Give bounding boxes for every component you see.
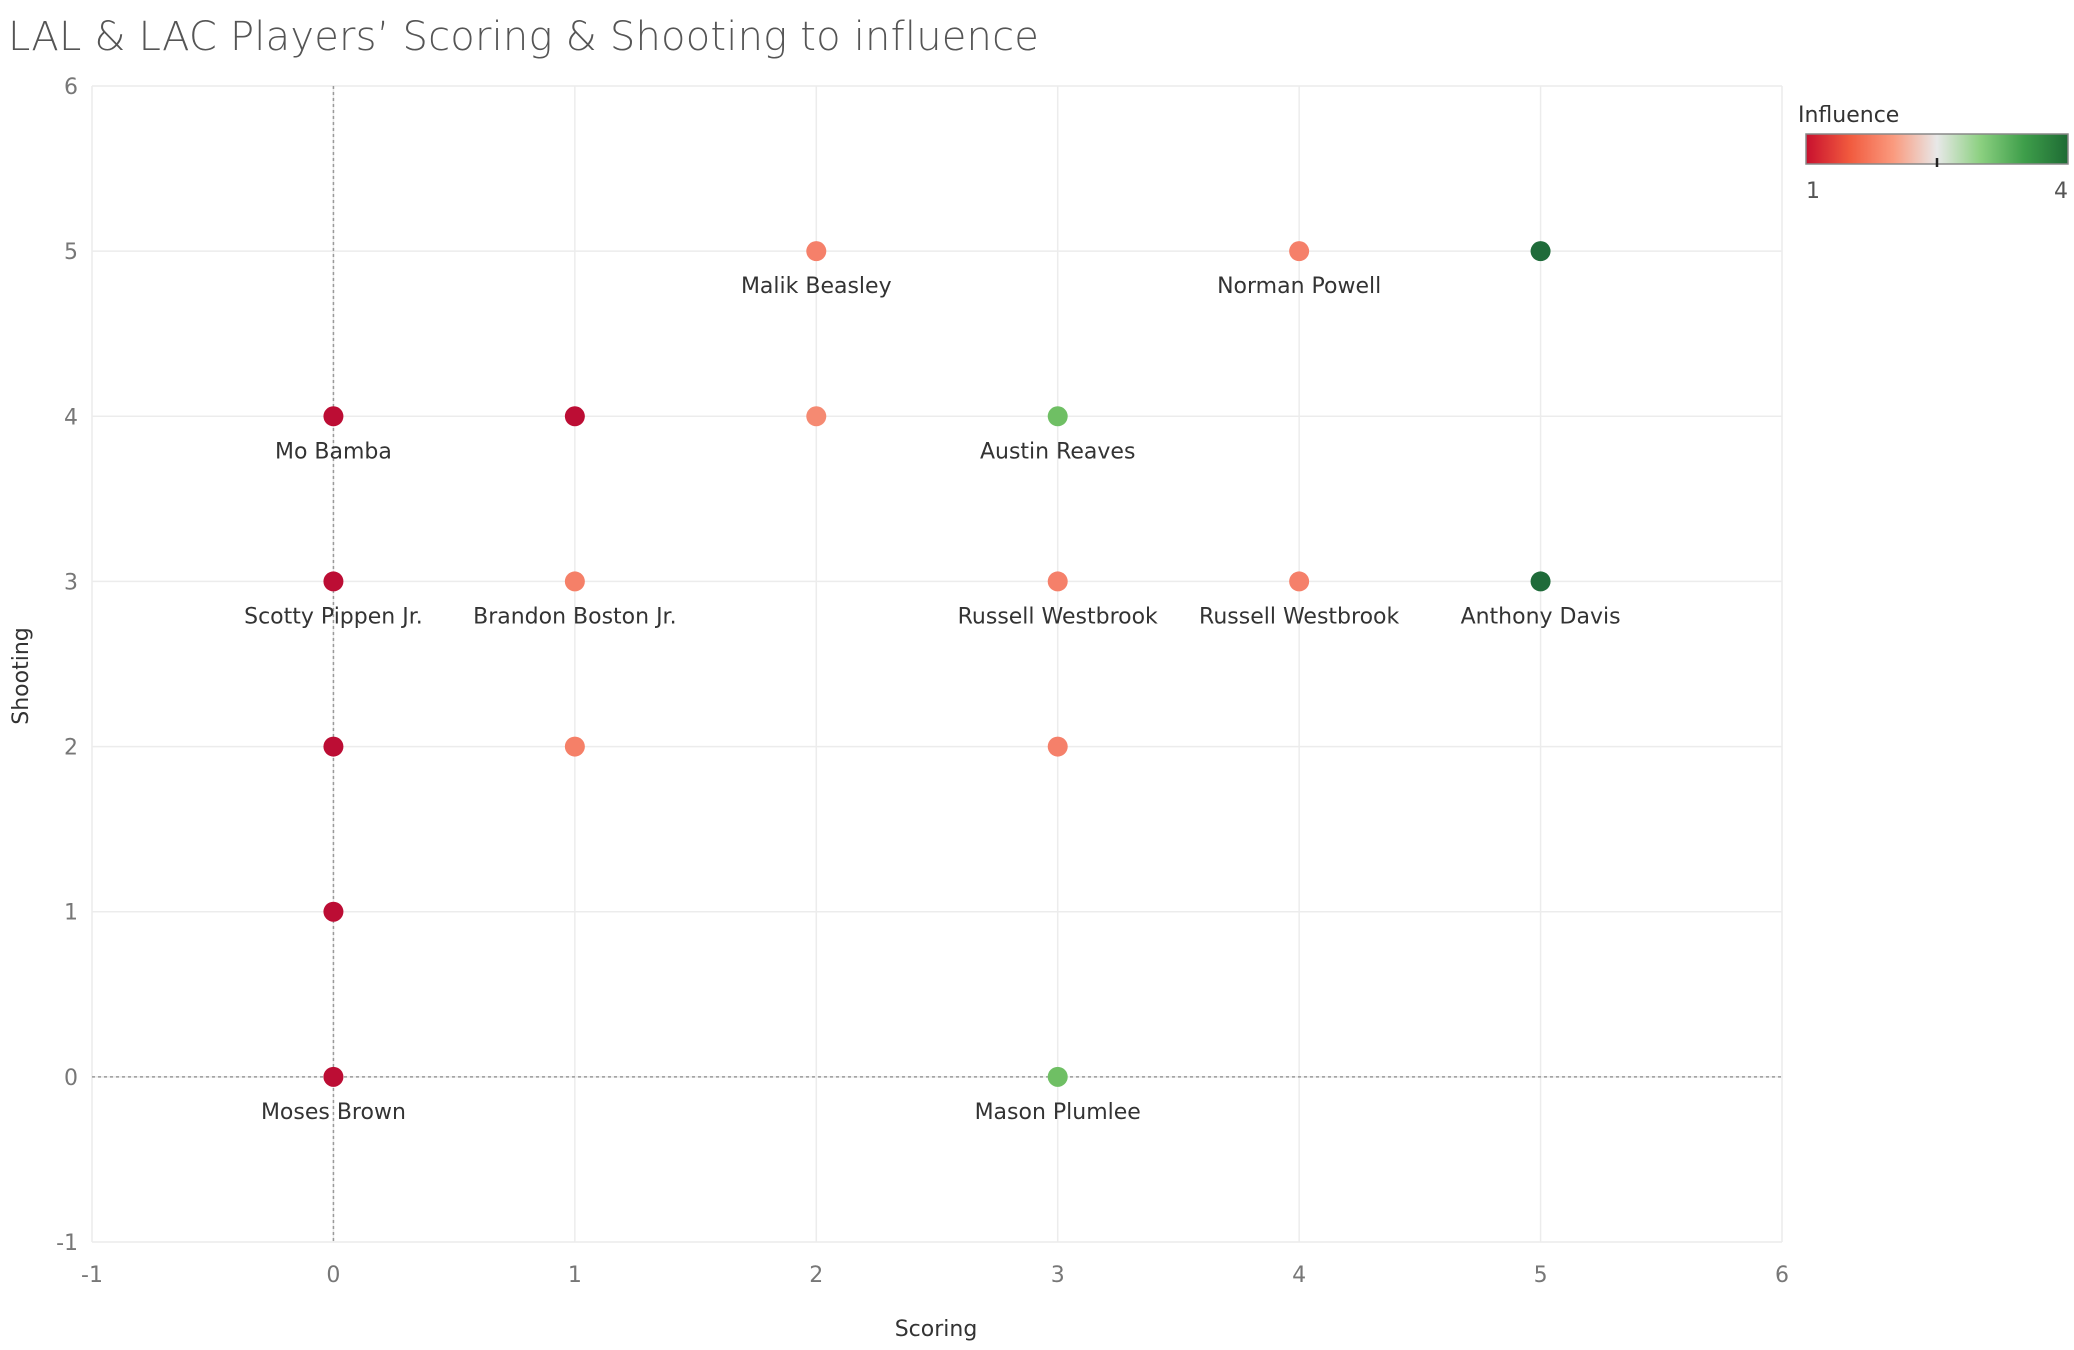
point-label: Moses Brown — [261, 1100, 406, 1125]
scatter-point — [564, 571, 585, 592]
y-tick-label: -1 — [56, 1231, 78, 1256]
x-tick-label: 6 — [1775, 1263, 1789, 1288]
scatter-point — [1047, 406, 1068, 427]
point-label: Russell Westbrook — [958, 604, 1158, 629]
scatter-point — [1047, 1066, 1068, 1087]
y-axis-title: Shooting — [9, 627, 34, 724]
x-tick-label: 1 — [568, 1263, 582, 1288]
legend-title: Influence — [1798, 103, 1899, 128]
scatter-point — [806, 406, 827, 427]
point-label: Brandon Boston Jr. — [473, 604, 676, 629]
chart-title: LAL & LAC Players’ Scoring & Shooting to… — [8, 14, 1040, 60]
scatter-point — [323, 736, 344, 757]
point-label: Anthony Davis — [1461, 604, 1621, 629]
data-points — [323, 241, 1551, 1087]
point-label: Norman Powell — [1217, 274, 1381, 299]
scatter-point — [323, 1066, 344, 1087]
legend-max-label: 4 — [2054, 179, 2068, 204]
legend-min-label: 1 — [1806, 179, 1820, 204]
y-tick-label: 6 — [64, 75, 78, 100]
grid — [91, 85, 1783, 1243]
scatter-point — [323, 571, 344, 592]
point-label: Russell Westbrook — [1199, 604, 1399, 629]
scatter-point — [1047, 571, 1068, 592]
point-label: Mason Plumlee — [975, 1100, 1141, 1125]
scatter-point — [323, 406, 344, 427]
scatter-point — [1047, 736, 1068, 757]
reference-lines — [92, 86, 1782, 1242]
x-tick-label: -1 — [81, 1263, 103, 1288]
scatter-point — [806, 241, 827, 262]
scatter-point — [564, 736, 585, 757]
scatter-point — [1530, 241, 1551, 262]
y-axis-ticks: -1 0 1 2 3 4 5 6 — [56, 75, 78, 1256]
y-tick-label: 4 — [64, 405, 78, 430]
color-legend: Influence 1 4 — [1798, 103, 2069, 204]
y-tick-label: 5 — [64, 240, 78, 265]
scatter-point — [323, 901, 344, 922]
point-labels: Mo Bamba Scotty Pippen Jr. Moses Brown Bran… — [244, 274, 1620, 1125]
x-tick-label: 4 — [1292, 1263, 1306, 1288]
x-tick-label: 2 — [809, 1263, 823, 1288]
y-tick-label: 3 — [64, 570, 78, 595]
scatter-point — [1289, 571, 1310, 592]
x-tick-label: 0 — [326, 1263, 340, 1288]
x-axis-title: Scoring — [895, 1317, 978, 1342]
y-tick-label: 2 — [64, 736, 78, 761]
point-label: Scotty Pippen Jr. — [244, 604, 423, 629]
point-label: Austin Reaves — [980, 439, 1135, 464]
point-label: Malik Beasley — [741, 274, 892, 299]
scatter-point — [564, 406, 585, 427]
point-label: Mo Bamba — [275, 439, 392, 464]
x-tick-label: 5 — [1534, 1263, 1548, 1288]
scatter-point — [1289, 241, 1310, 262]
x-tick-label: 3 — [1051, 1263, 1065, 1288]
scatter-point — [1530, 571, 1551, 592]
x-axis-ticks: -1 0 1 2 3 4 5 6 — [81, 1263, 1789, 1288]
y-tick-label: 1 — [64, 901, 78, 926]
y-tick-label: 0 — [64, 1066, 78, 1091]
